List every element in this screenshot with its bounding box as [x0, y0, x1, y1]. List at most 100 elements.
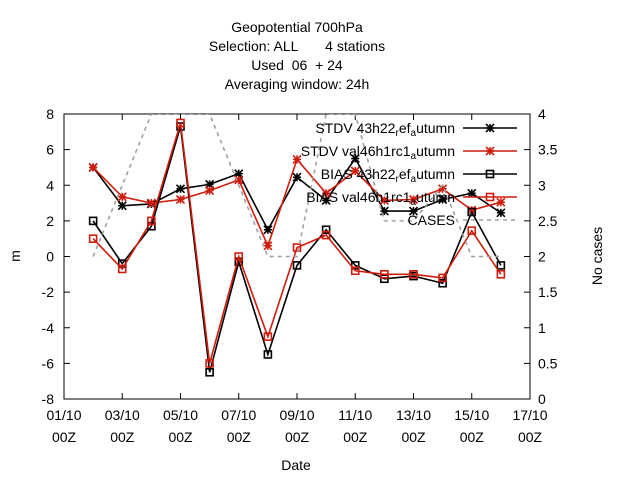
y2-tick-label: 1 — [538, 320, 546, 336]
data-point — [292, 261, 302, 270]
y2-tick-label: 4 — [538, 106, 546, 122]
y2-axis-ticks: 0 0.5 1 1.5 2 2.5 3 3.5 4 — [524, 106, 558, 407]
legend-sample-marker — [485, 146, 495, 156]
data-point — [350, 166, 360, 176]
data-point — [496, 197, 506, 207]
data-point — [321, 195, 331, 205]
title-line-4: Averaging window: 24h — [225, 76, 370, 92]
x-tick-label-hour: 00Z — [52, 429, 77, 445]
data-point — [234, 252, 244, 261]
data-point — [117, 264, 127, 274]
y-tick-label: 2 — [46, 213, 54, 229]
data-point — [88, 216, 98, 226]
x-tick-label-hour: 00Z — [518, 429, 543, 445]
data-point — [146, 198, 156, 208]
data-point — [147, 216, 156, 226]
data-point — [467, 188, 477, 198]
data-point — [380, 270, 389, 279]
chart-title: Geopotential 700hPa Selection: ALL 4 sta… — [209, 19, 385, 92]
y2-tick-label: 2 — [538, 249, 546, 265]
data-point — [176, 118, 185, 128]
data-point — [263, 241, 273, 251]
data-point — [467, 226, 477, 235]
data-point — [175, 184, 186, 194]
legend-sample-marker — [485, 123, 495, 133]
data-point — [379, 195, 389, 205]
data-point — [205, 186, 215, 196]
data-point — [117, 192, 127, 202]
data-point — [321, 230, 331, 240]
x-tick-label-hour: 00Z — [401, 429, 426, 445]
x-tick-label-date: 05/10 — [163, 407, 198, 423]
data-point — [380, 274, 389, 284]
legend-label: BIAS 43h22refautumn — [321, 166, 455, 185]
x-tick-label-date: 11/10 — [338, 407, 372, 423]
x-tick-label-date: 09/10 — [279, 407, 314, 423]
y-tick-label: -2 — [42, 284, 55, 300]
x-tick-label-date: 01/10 — [46, 407, 81, 423]
data-point — [438, 278, 447, 288]
y2-tick-label: 3.5 — [538, 142, 558, 158]
legend-label: STDV val46h1rc1autumn — [301, 143, 455, 162]
data-point — [205, 359, 214, 368]
data-point — [496, 208, 506, 218]
x-tick-label-date: 15/10 — [454, 407, 489, 423]
x-tick-label-hour: 00Z — [168, 429, 193, 445]
legend-label: BIAS val46h1rc1autumn — [306, 189, 455, 208]
legend-entry: CASES — [408, 212, 517, 228]
legend-sample-marker — [485, 192, 495, 202]
legend-entry: BIAS val46h1rc1autumn — [306, 189, 517, 208]
data-point — [263, 350, 273, 359]
data-point — [496, 270, 506, 279]
legend-label: STDV 43h22refautumn — [315, 120, 455, 139]
y2-axis-label: No cases — [589, 227, 605, 285]
series-line — [92, 114, 501, 258]
x-axis-ticks: 01/10 00Z 03/10 00Z 05/10 00Z 07/10 00Z 09/10 00Z… — [46, 114, 548, 445]
legend: STDV 43h22refautumn STDV val46h1rc1autumn… — [301, 120, 517, 228]
x-axis-label: Date — [281, 457, 311, 473]
data-point — [467, 207, 477, 217]
y-tick-label: -6 — [42, 355, 55, 371]
title-line-1: Geopotential 700hPa — [231, 19, 363, 35]
data-point — [350, 266, 360, 276]
y-axis-ticks: -8 -6 -4 -2 0 2 4 6 8 — [42, 106, 70, 407]
x-tick-label-date: 07/10 — [221, 407, 256, 423]
data-point — [205, 367, 214, 377]
y-tick-label: 8 — [46, 106, 54, 122]
x-tick-label-hour: 00Z — [227, 429, 252, 445]
data-point — [408, 206, 419, 216]
y-axis-label: m — [7, 250, 23, 262]
data-point — [409, 270, 418, 279]
legend-sample-marker — [485, 169, 495, 179]
y-tick-label: 6 — [46, 142, 54, 158]
data-point — [408, 194, 419, 205]
legend-entry: STDV 43h22refautumn — [315, 120, 517, 139]
y2-tick-label: 2.5 — [538, 213, 558, 229]
y2-tick-label: 1.5 — [538, 284, 558, 300]
data-point — [292, 154, 302, 164]
series-line — [92, 122, 502, 364]
data-point — [88, 234, 98, 243]
data-point — [321, 188, 331, 198]
data-point — [263, 225, 273, 235]
y2-tick-label: 3 — [538, 177, 546, 193]
title-line-3: Used 06 + 24 — [251, 57, 343, 73]
data-point — [496, 261, 506, 270]
data-point — [88, 162, 98, 173]
series-layer — [88, 114, 506, 377]
data-point — [117, 201, 127, 211]
data-point — [438, 273, 447, 283]
y2-tick-label: 0 — [538, 391, 546, 407]
y-tick-label: 0 — [46, 249, 54, 265]
x-tick-label-hour: 00Z — [110, 429, 135, 445]
title-line-2: Selection: ALL 4 stations — [209, 38, 385, 54]
y-tick-label: 4 — [46, 177, 54, 193]
x-tick-label-hour: 00Z — [285, 429, 310, 445]
series-4 — [92, 114, 501, 258]
data-point — [263, 332, 273, 341]
x-tick-label-hour: 00Z — [343, 429, 368, 445]
legend-entry: STDV val46h1rc1autumn — [301, 143, 517, 162]
data-point — [292, 243, 302, 252]
data-point — [438, 194, 448, 205]
